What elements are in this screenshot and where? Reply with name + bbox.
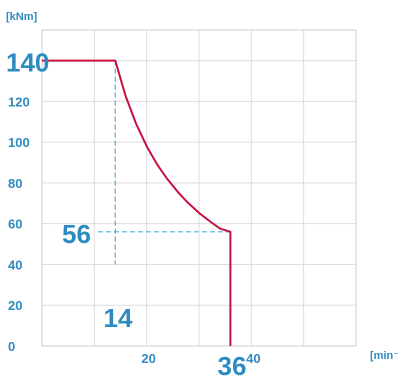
y-tick-label: 80 bbox=[8, 176, 22, 191]
annotation-y-max: 140 bbox=[6, 48, 49, 78]
x-axis-unit-label: [min⁻¹] bbox=[370, 350, 398, 362]
y-tick-label: 100 bbox=[8, 135, 30, 150]
y-tick-label: 120 bbox=[8, 94, 30, 109]
annotation-max-speed: 36 bbox=[218, 351, 247, 379]
x-tick-label: 20 bbox=[141, 351, 155, 366]
y-axis-unit-label: [kNm] bbox=[6, 11, 38, 23]
annotations: 140 56 14 36 bbox=[6, 48, 246, 379]
plot-border bbox=[41, 29, 357, 347]
y-tick-label: 60 bbox=[8, 217, 22, 232]
y-tick-label: 20 bbox=[8, 298, 22, 313]
tick-labels: 0 20 40 60 80 100 120 20 40 bbox=[8, 94, 261, 366]
torque-curve-line bbox=[42, 59, 232, 346]
guide-lines bbox=[98, 60, 231, 265]
y-tick-label: 0 bbox=[8, 339, 15, 354]
x-tick-label: 40 bbox=[246, 351, 260, 366]
annotation-corner-power: 56 bbox=[62, 219, 91, 249]
y-tick-label: 40 bbox=[8, 257, 22, 272]
grid-layer bbox=[41, 30, 357, 346]
annotation-base-speed: 14 bbox=[104, 303, 133, 333]
